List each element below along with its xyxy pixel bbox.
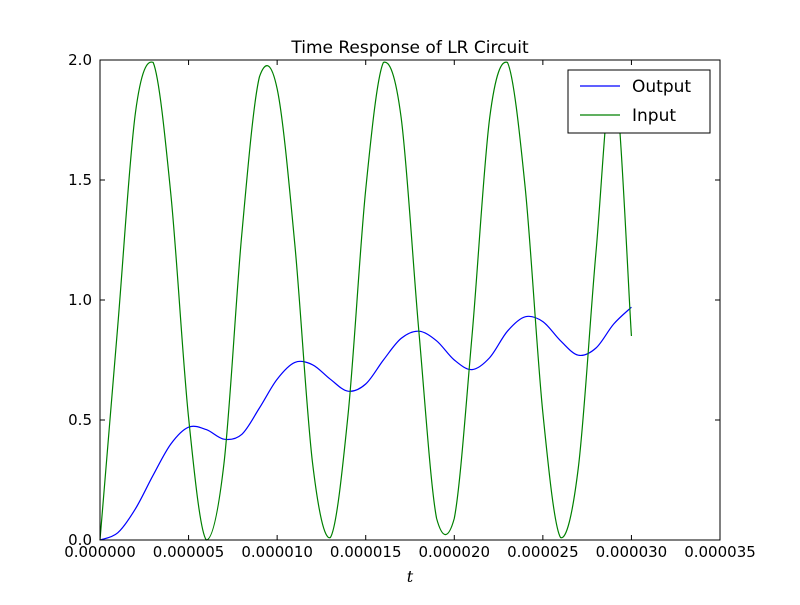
y-tick-label: 1.0 [68, 291, 92, 309]
x-tick-label: 0.000020 [418, 543, 490, 561]
legend: Output Input [567, 69, 711, 134]
y-tick-label: 2.0 [68, 51, 92, 69]
chart-title: Time Response of LR Circuit [290, 38, 529, 58]
series-line-output [99, 306, 632, 541]
y-tick-label: 0.0 [68, 531, 92, 549]
x-tick-label: 0.000015 [330, 543, 402, 561]
ticks-layer: 0.000000 0.000005 0.000010 0.000015 0.000020… [64, 51, 756, 561]
legend-box [567, 69, 711, 134]
axes-frame [99, 59, 721, 541]
x-tick-label: 0.000035 [684, 543, 756, 561]
x-tick-label: 0.000000 [64, 543, 136, 561]
x-tick-label: 0.000025 [507, 543, 579, 561]
y-tick-label: 1.5 [68, 171, 92, 189]
x-tick-label: 0.000010 [241, 543, 313, 561]
x-tick-label: 0.000030 [596, 543, 668, 561]
plot-layer [99, 61, 633, 541]
x-tick-label: 0.000005 [153, 543, 225, 561]
legend-input-label: Input [632, 106, 676, 126]
series-line-input [99, 61, 633, 541]
legend-output-label: Output [632, 77, 691, 97]
y-tick-label: 0.5 [68, 411, 92, 429]
x-axis-label: t [407, 567, 414, 586]
